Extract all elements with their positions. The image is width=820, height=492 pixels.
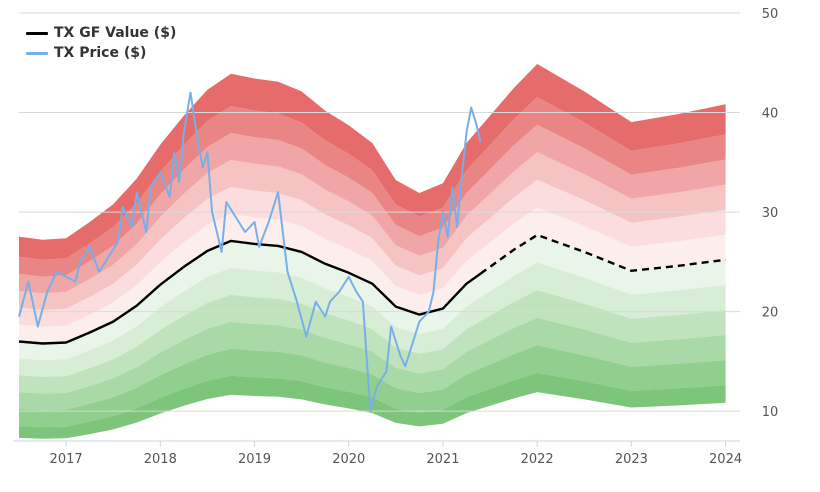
- upper-band-4: [19, 124, 726, 294]
- upper-band-5: [19, 97, 726, 277]
- lower-band-1: [19, 235, 726, 361]
- valuation-bands: [19, 64, 726, 439]
- grid-lines: [19, 12, 740, 412]
- legend-label-gf-value: TX GF Value ($): [54, 25, 177, 41]
- legend-swatch-price: [26, 51, 48, 55]
- upper-band-1: [19, 207, 726, 344]
- x-tick-label: 2022: [521, 452, 554, 467]
- x-tick-label: 2019: [238, 452, 271, 467]
- x-tick-label: 2024: [709, 452, 742, 467]
- upper-band-2: [19, 179, 726, 327]
- x-tick-label: 2020: [332, 452, 365, 467]
- price-line: [18, 91, 482, 413]
- legend-label-price: TX Price ($): [54, 45, 147, 61]
- lower-band-4: [19, 317, 726, 411]
- x-tick-label: 2021: [426, 452, 459, 467]
- upper-band-3: [19, 152, 726, 310]
- y-tick-label: 50: [762, 7, 779, 22]
- y-axis: 10 20 30 40 50: [762, 7, 779, 420]
- x-tick-label: 2017: [50, 452, 83, 467]
- y-tick-label: 20: [762, 306, 779, 321]
- y-tick-label: 30: [762, 206, 779, 221]
- legend-item-price[interactable]: TX Price ($): [26, 43, 176, 63]
- x-tick-label: 2018: [144, 452, 177, 467]
- gf-value-line: [18, 239, 482, 345]
- y-tick-label: 10: [762, 405, 779, 420]
- y-tick-label: 40: [762, 107, 779, 122]
- x-tick-label: 2023: [615, 452, 648, 467]
- gf-value-projection-line: [479, 233, 726, 275]
- lower-band-3: [19, 290, 726, 394]
- legend-swatch-gf-value: [26, 31, 48, 35]
- lower-band-2: [19, 262, 726, 377]
- legend-item-gf-value[interactable]: TX GF Value ($): [26, 23, 176, 43]
- chart-legend: TX GF Value ($) TX Price ($): [26, 23, 176, 63]
- x-axis: 2017 2018 2019 2020 2021 2022 2023 2024: [13, 440, 742, 467]
- series-lines: [18, 91, 726, 413]
- lower-band-5: [19, 345, 726, 428]
